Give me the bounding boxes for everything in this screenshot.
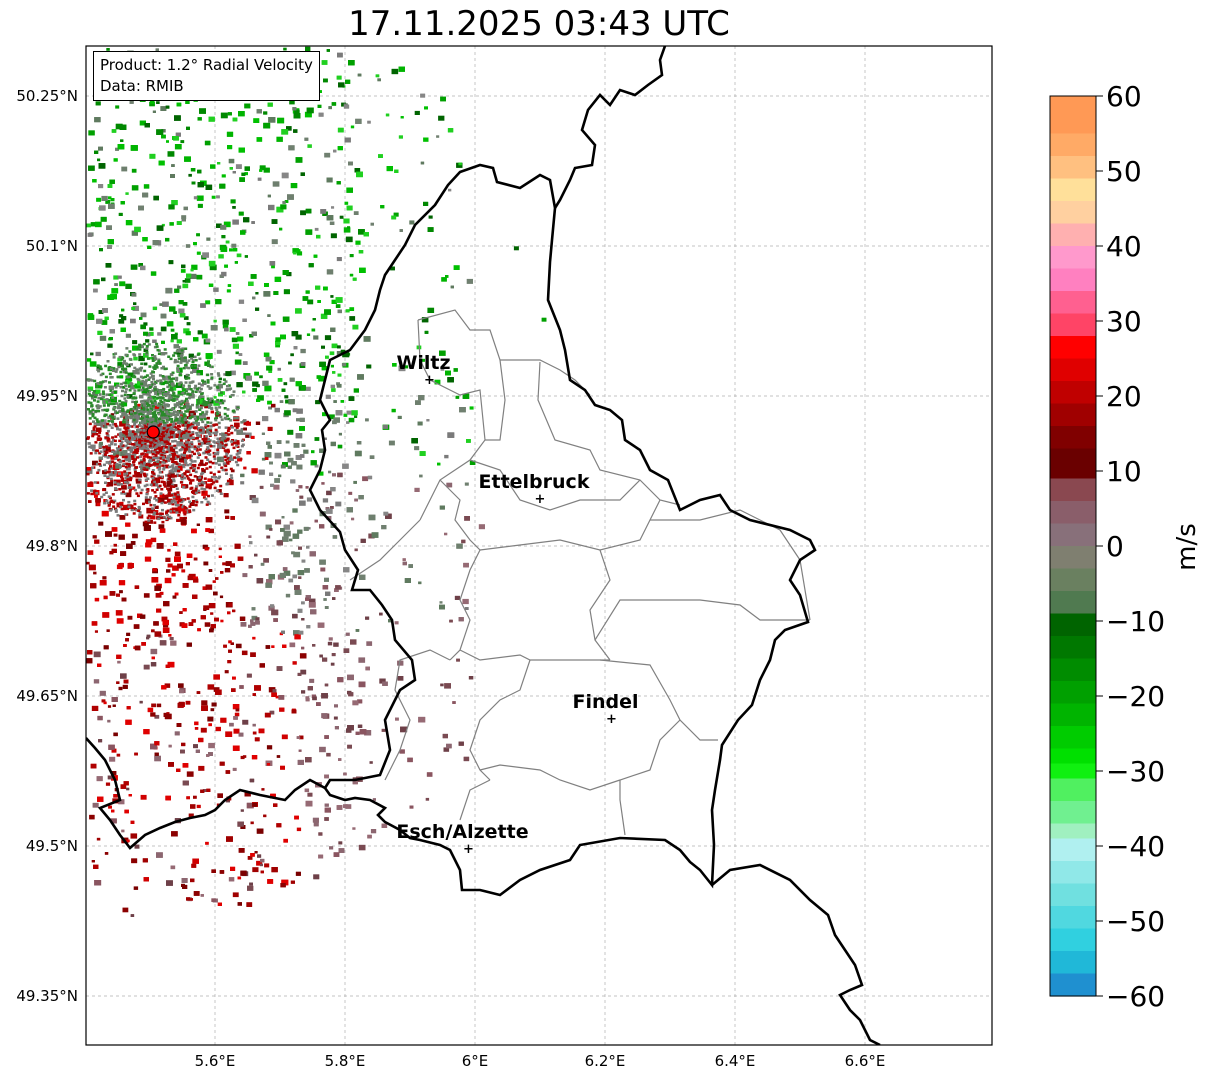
lat-tick-label: 49.5°N (26, 837, 78, 855)
lon-tick-label: 6.4°E (715, 1052, 756, 1070)
canton-borders (349, 309, 811, 836)
west-border (86, 737, 326, 850)
lat-tick-label: 50.25°N (16, 87, 78, 105)
city-marker: + (535, 492, 546, 507)
city-labels: +Wiltz+Ettelbruck+Findel+Esch/Alzette (396, 352, 638, 857)
city-label: Esch/Alzette (396, 821, 528, 843)
lon-tick-label: 6.2°E (585, 1052, 626, 1070)
lon-tick-label: 6.6°E (845, 1052, 886, 1070)
product-label: Product: 1.2° Radial Velocity (100, 56, 313, 74)
plot-area (86, 46, 992, 1045)
lat-tick-label: 49.35°N (16, 987, 78, 1005)
product-info-box: Product: 1.2° Radial Velocity Data: RMIB (93, 51, 320, 101)
city-marker: + (606, 712, 617, 727)
lon-tick-label: 6°E (462, 1052, 489, 1070)
plot-frame (85, 45, 993, 1046)
city-marker: + (463, 842, 474, 857)
data-source-label: Data: RMIB (100, 77, 184, 95)
southeast-border (711, 863, 881, 1045)
eastern-border (553, 46, 667, 209)
lon-tick-label: 5.8°E (325, 1052, 366, 1070)
lon-tick-label: 5.6°E (195, 1052, 236, 1070)
axis-tick-labels: 5.6°E 5.8°E 6°E 6.2°E 6.4°E 6.6°E 50.25°N 50.1°… (16, 87, 885, 1070)
lat-tick-label: 49.8°N (26, 537, 78, 555)
national-border-luxembourg (308, 163, 817, 897)
city-label: Ettelbruck (479, 471, 590, 493)
city-label: Findel (572, 691, 638, 713)
lat-tick-label: 50.1°N (26, 237, 78, 255)
map-title: 17.11.2025 03:43 UTC (348, 4, 730, 44)
city-label: Wiltz (396, 352, 450, 374)
lat-tick-label: 49.95°N (16, 387, 78, 405)
city-marker: + (424, 373, 435, 388)
lat-tick-label: 49.65°N (16, 687, 78, 705)
radar-site-marker[interactable] (146, 425, 160, 439)
